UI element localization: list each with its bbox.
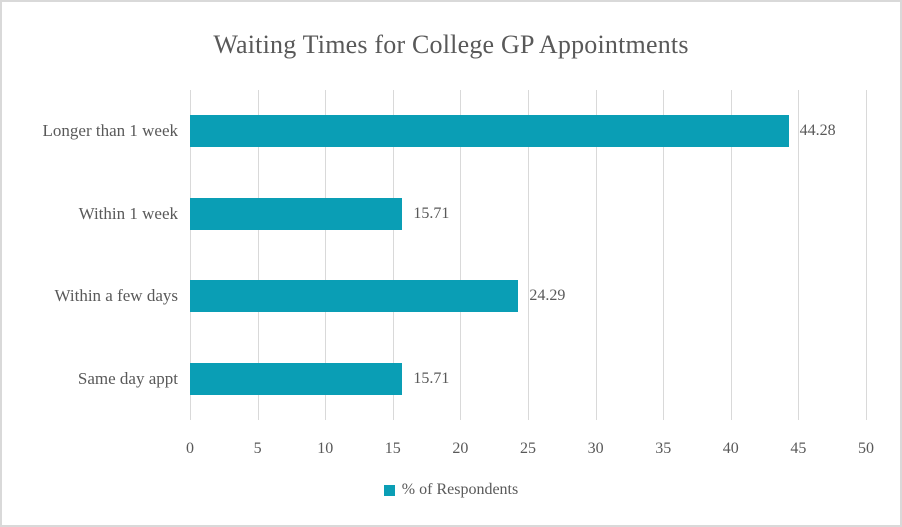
x-tick-label: 0 [186,440,194,457]
x-tick-label: 30 [587,440,604,457]
legend: % of Respondents [2,479,900,501]
bar-row: 15.71 [190,338,866,421]
bar-value-label: 15.71 [413,369,450,387]
gridline [325,90,327,420]
x-tick-label: 20 [452,440,469,457]
bar [190,280,519,313]
gridline [460,90,462,420]
x-tick-label: 50 [858,440,874,457]
chart-title: Waiting Times for College GP Appointment… [213,30,689,59]
gridline [257,90,259,420]
category-label: Within 1 week [78,203,178,223]
bar [190,197,403,230]
x-axis: 0 5 10 15 20 25 30 35 40 45 50 [186,420,874,462]
gridline [595,90,597,420]
category-label: Same day appt [77,368,178,388]
bar-row: 24.29 [190,255,866,338]
plot-area: 44.28 15.71 24.29 15.71 [190,90,867,421]
x-tick-label: 15 [384,440,401,457]
legend-swatch-icon [383,484,395,496]
bar-row: 15.71 [190,173,866,256]
gridline [392,90,394,420]
bar-value-label: 44.28 [799,122,836,140]
bar-value-label: 24.29 [529,287,566,305]
x-tick-label: 35 [655,440,672,457]
bar [190,362,403,395]
x-tick-label: 25 [520,440,536,457]
x-tick-label: 10 [317,440,334,457]
category-label: Within a few days [54,286,178,306]
x-tick-label: 45 [790,440,807,457]
gridline [528,90,529,420]
gridline [663,90,665,420]
gridline [866,90,867,420]
bar-value-label: 15.71 [413,204,450,222]
x-tick-label: 5 [253,440,262,457]
x-tick-label: 40 [722,440,739,457]
bar-row: 44.28 [190,90,866,173]
category-label: Longer than 1 week [42,121,178,141]
gridline [190,90,191,420]
gridline [798,90,800,420]
bar [190,115,789,148]
legend-label: % of Respondents [401,481,519,498]
gridline [730,90,732,420]
category-axis: Longer than 1 week Within 1 week Within a … [2,90,178,420]
